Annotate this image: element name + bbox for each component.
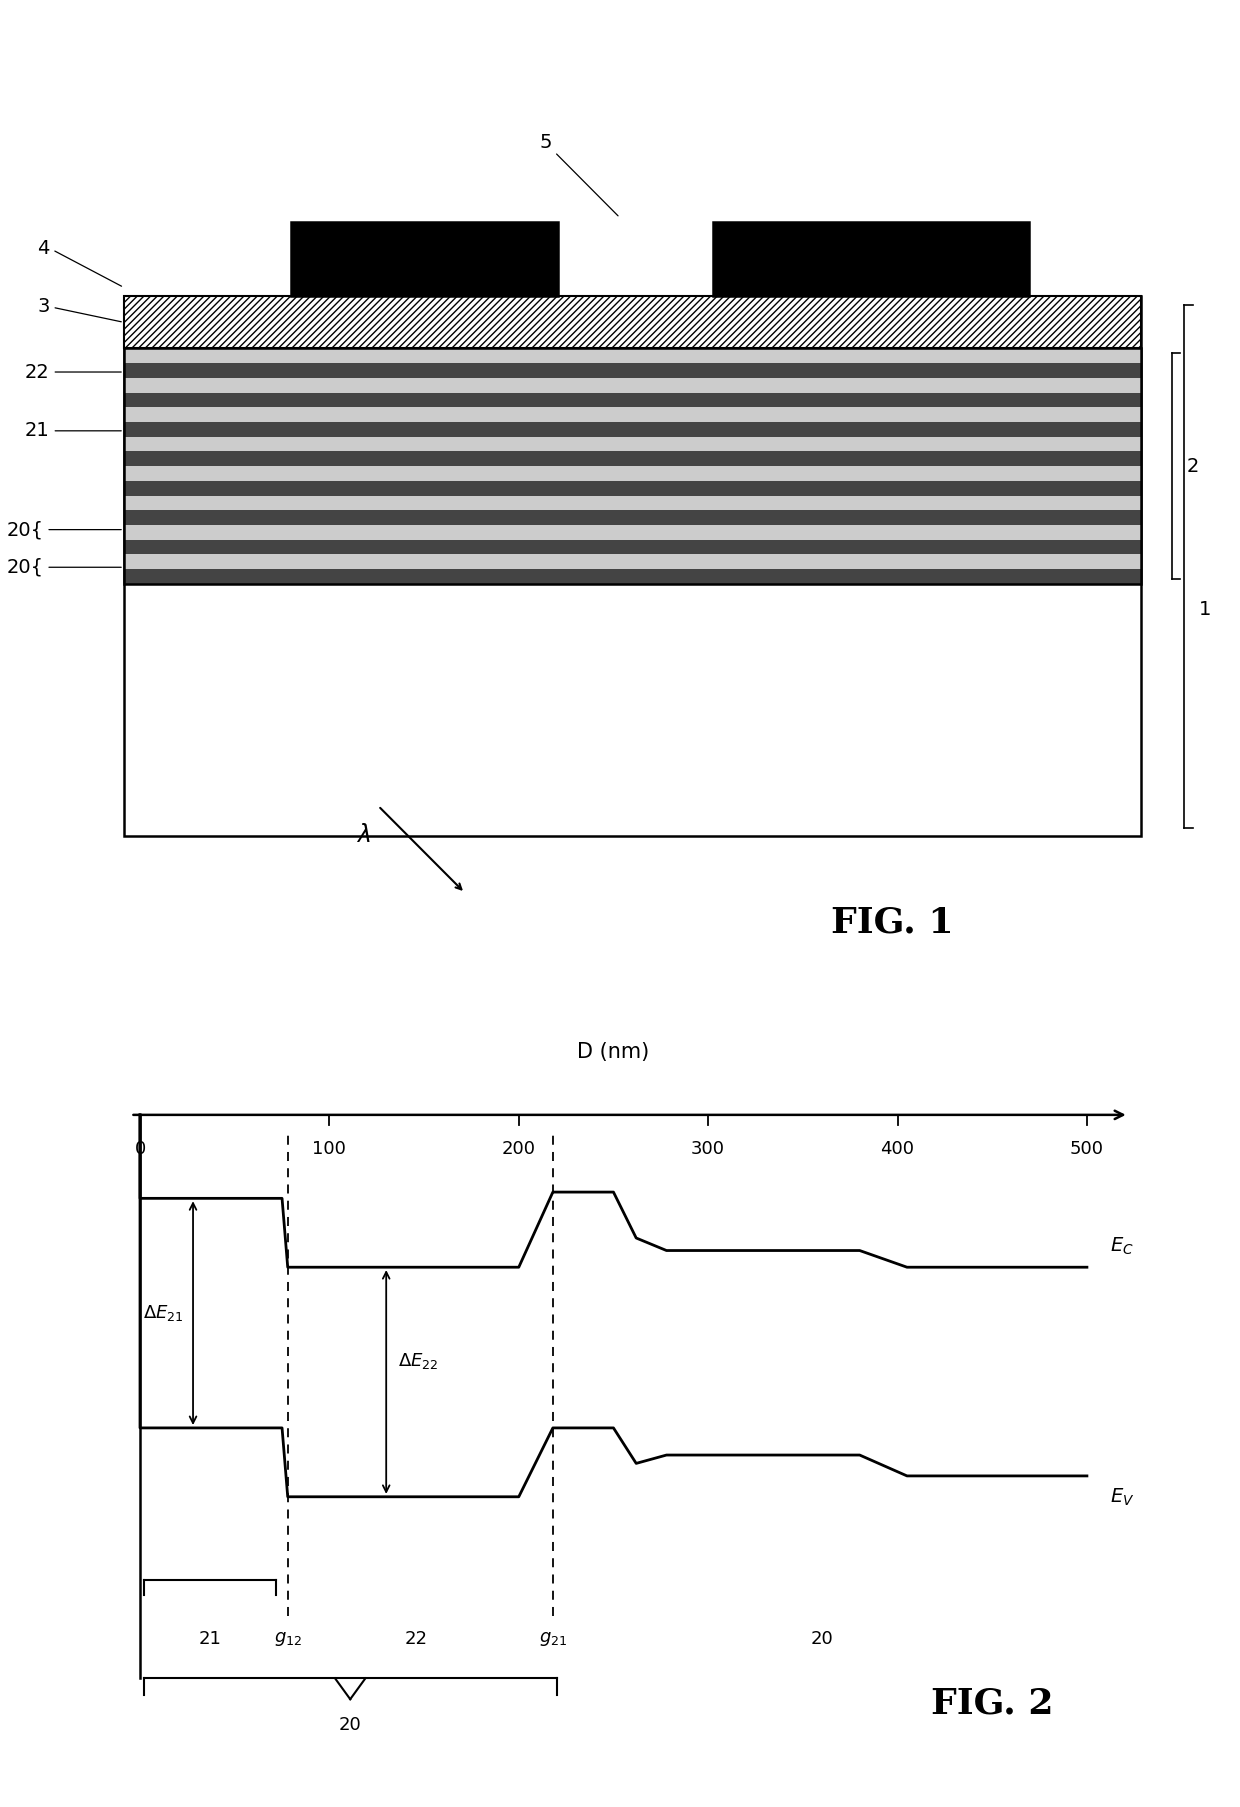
Text: $g_{12}$: $g_{12}$ bbox=[274, 1630, 301, 1648]
Bar bbox=[124, 510, 1141, 524]
Text: 20{: 20{ bbox=[6, 558, 122, 576]
Bar bbox=[124, 555, 1141, 569]
Text: 22: 22 bbox=[405, 1630, 428, 1648]
Bar bbox=[124, 349, 1141, 584]
Text: 5: 5 bbox=[539, 134, 618, 215]
Text: 300: 300 bbox=[691, 1140, 725, 1158]
Text: FIG. 1: FIG. 1 bbox=[832, 905, 954, 940]
Bar bbox=[713, 222, 1029, 296]
Text: 3: 3 bbox=[37, 296, 122, 322]
Bar bbox=[124, 481, 1141, 495]
Bar bbox=[124, 495, 1141, 510]
Text: 21: 21 bbox=[25, 421, 122, 441]
Text: 21: 21 bbox=[198, 1630, 222, 1648]
Bar bbox=[124, 524, 1141, 540]
Bar bbox=[124, 349, 1141, 363]
Text: 4: 4 bbox=[37, 239, 122, 286]
Text: FIG. 2: FIG. 2 bbox=[931, 1686, 1054, 1720]
Bar bbox=[124, 423, 1141, 437]
Text: 20: 20 bbox=[339, 1717, 362, 1735]
Text: 20: 20 bbox=[811, 1630, 833, 1648]
Bar bbox=[124, 392, 1141, 407]
Text: $\Delta E_{21}$: $\Delta E_{21}$ bbox=[143, 1303, 184, 1323]
Text: 22: 22 bbox=[25, 363, 122, 381]
Text: 400: 400 bbox=[880, 1140, 915, 1158]
Bar bbox=[124, 466, 1141, 481]
Text: 200: 200 bbox=[502, 1140, 536, 1158]
Bar bbox=[124, 296, 1141, 349]
Text: 20{: 20{ bbox=[6, 520, 122, 538]
Bar bbox=[124, 378, 1141, 392]
Bar bbox=[124, 540, 1141, 555]
Bar bbox=[124, 569, 1141, 584]
Text: $\lambda$: $\lambda$ bbox=[356, 822, 371, 847]
Text: $E_C$: $E_C$ bbox=[1110, 1236, 1133, 1258]
Text: 100: 100 bbox=[312, 1140, 346, 1158]
Bar bbox=[124, 452, 1141, 466]
Text: 1: 1 bbox=[1199, 600, 1211, 620]
Text: $E_V$: $E_V$ bbox=[1110, 1487, 1135, 1507]
Bar bbox=[124, 296, 1141, 837]
Bar bbox=[291, 222, 558, 296]
Text: $g_{21}$: $g_{21}$ bbox=[538, 1630, 567, 1648]
Text: $\Delta E_{22}$: $\Delta E_{22}$ bbox=[398, 1352, 438, 1372]
Text: D (nm): D (nm) bbox=[578, 1043, 650, 1063]
Bar bbox=[124, 437, 1141, 452]
Text: 0: 0 bbox=[134, 1140, 145, 1158]
Bar bbox=[124, 363, 1141, 378]
Text: 500: 500 bbox=[1070, 1140, 1104, 1158]
Text: 2: 2 bbox=[1187, 457, 1199, 475]
Bar bbox=[124, 407, 1141, 423]
